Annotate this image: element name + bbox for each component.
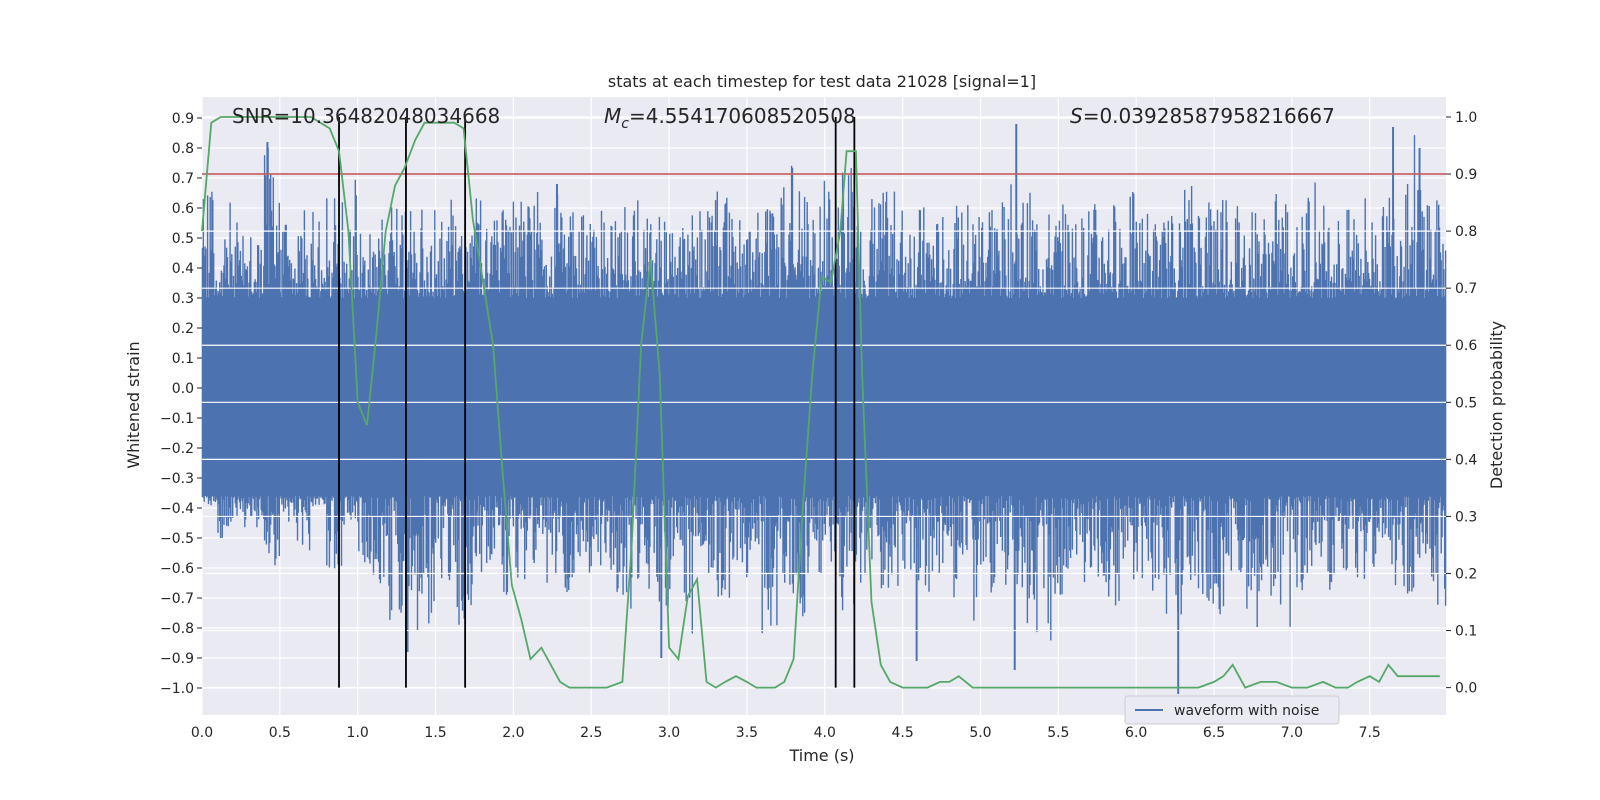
y-right-tick-label: 1.0 [1455, 110, 1477, 126]
y-left-tick-label: 0.2 [172, 321, 194, 337]
x-tick-label: 5.0 [969, 725, 991, 741]
y-left-tick-label: 0.8 [172, 141, 194, 157]
legend: waveform with noise [1124, 695, 1340, 725]
x-tick-label: 4.5 [891, 725, 913, 741]
y-left-tick-label: −0.4 [160, 501, 194, 517]
y-right-tick-label: 0.1 [1455, 624, 1477, 640]
y-left-tick-label: 0.0 [172, 381, 194, 397]
y-right-tick-label: 0.6 [1455, 338, 1477, 354]
y-left-tick-label: 0.1 [172, 351, 194, 367]
y-right-tick-label: 0.3 [1455, 509, 1477, 525]
probability-series [201, 116, 1440, 689]
y-left-tick-label: −0.5 [160, 531, 194, 547]
x-tick-label: 3.5 [736, 725, 758, 741]
x-tick-label: 2.0 [502, 725, 524, 741]
x-tick-label: 0.5 [269, 725, 291, 741]
y-left-tick-label: −0.9 [160, 651, 194, 667]
s-value: =0.03928587958216667 [1083, 104, 1335, 128]
x-tick-label: 3.0 [658, 725, 680, 741]
y-right-tick-label: 0.5 [1455, 395, 1477, 411]
y-left-tick-label: 0.9 [172, 111, 194, 127]
y-axis-right-label: Detection probability [1487, 321, 1506, 489]
x-tick-label: 2.5 [580, 725, 602, 741]
y-right-tick-label: 0.0 [1455, 681, 1477, 697]
y-left-tick-label: 0.5 [172, 231, 194, 247]
snr-annotation: SNR=10.36482048034668 [232, 104, 500, 128]
y-axis-left-label: Whitened strain [124, 341, 143, 468]
y-left-tick-label: −0.2 [160, 441, 194, 457]
x-tick-label: 0.0 [191, 725, 213, 741]
x-axis-label: Time (s) [788, 746, 854, 765]
legend-label-waveform: waveform with noise [1174, 703, 1319, 719]
y-left-tick-label: 0.6 [172, 201, 194, 217]
legend-box [1124, 695, 1340, 725]
mc-subscript: c [621, 116, 629, 132]
x-tick-label: 7.0 [1281, 725, 1303, 741]
y-right-tick-label: 0.4 [1455, 452, 1477, 468]
y-right-tick-label: 0.7 [1455, 281, 1477, 297]
mc-annotation: Mc=4.554170608520508 [604, 104, 856, 132]
x-tick-label: 4.0 [814, 725, 836, 741]
y-left-tick-label: −0.1 [160, 411, 194, 427]
s-annotation: S=0.03928587958216667 [1070, 104, 1335, 128]
y-left-tick-label: 0.7 [172, 171, 194, 187]
probability-line [201, 116, 1440, 689]
x-tick-label: 1.5 [424, 725, 446, 741]
s-symbol: S [1070, 104, 1083, 128]
x-tick-label: 5.5 [1047, 725, 1069, 741]
x-tick-label: 7.5 [1359, 725, 1381, 741]
y-left-tick-label: 0.3 [172, 291, 194, 307]
y-left-tick-label: −0.7 [160, 591, 194, 607]
axes: 0.0 0.5 1.0 1.5 2.0 2.5 3.0 3.5 4.0 4.5 5.0 5.5 6.0 6… [160, 110, 1477, 741]
x-tick-label: 6.0 [1125, 725, 1147, 741]
y-left-tick-label: −0.6 [160, 561, 194, 577]
waveform-series [201, 124, 1447, 694]
y-left-tick-label: −0.3 [160, 471, 194, 487]
y-left-tick-label: −0.8 [160, 621, 194, 637]
chart-title: stats at each timestep for test data 210… [608, 72, 1036, 91]
x-tick-label: 1.0 [347, 725, 369, 741]
y-left-tick-label: −1.0 [160, 681, 194, 697]
mc-symbol: M [604, 104, 621, 128]
x-tick-label: 6.5 [1203, 725, 1225, 741]
y-right-tick-label: 0.2 [1455, 566, 1477, 582]
y-right-tick-label: 0.8 [1455, 224, 1477, 240]
vertical-markers [338, 116, 856, 688]
y-right-tick-label: 0.9 [1455, 167, 1477, 183]
waveform-core-band [202, 298, 1446, 496]
mc-value: =4.554170608520508 [629, 104, 856, 128]
y-left-tick-label: 0.4 [172, 261, 194, 277]
